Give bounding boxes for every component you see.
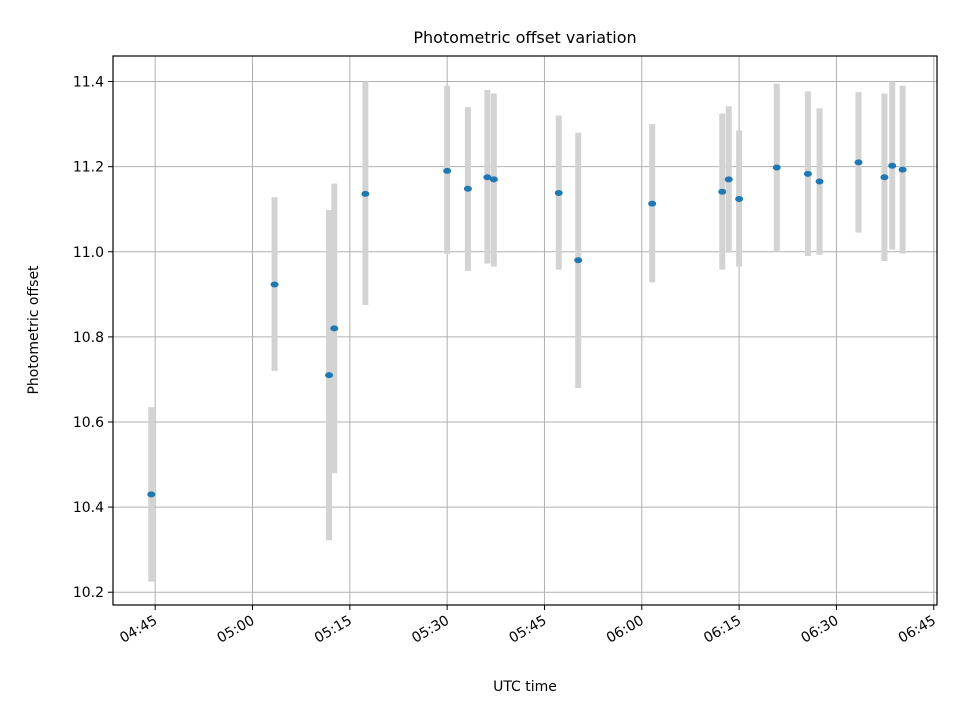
x-tick-label: 04:45 (117, 613, 160, 647)
data-point (330, 325, 339, 332)
y-tick-label: 11.4 (73, 75, 104, 91)
data-point (724, 176, 733, 183)
y-tick-label: 10.2 (73, 585, 104, 601)
x-tick-label: 05:45 (507, 613, 550, 647)
data-point (483, 174, 492, 181)
data-point (718, 188, 727, 195)
data-point (463, 185, 472, 192)
grid (113, 56, 937, 605)
data-point (854, 159, 863, 166)
x-axis-ticks: 04:45 05:00 05:15 05:30 05:45 06:00 06:15 06:30… (117, 605, 939, 647)
x-tick-label: 05:00 (215, 613, 258, 647)
data-point (554, 190, 563, 197)
y-tick-label: 11.2 (73, 160, 104, 176)
data-point (803, 170, 812, 177)
x-tick-label: 06:00 (604, 613, 647, 647)
data-point (325, 372, 334, 379)
data-point (880, 174, 889, 181)
data-point (489, 176, 498, 183)
x-tick-label: 05:30 (409, 613, 452, 647)
chart-title: Photometric offset variation (413, 28, 636, 47)
y-tick-label: 10.6 (73, 415, 104, 431)
data-point (648, 200, 657, 207)
y-axis-ticks: 10.2 10.4 10.6 10.8 11.0 11.2 11.4 (73, 75, 113, 601)
y-tick-label: 10.8 (73, 330, 104, 346)
plot-frame (112, 55, 938, 606)
x-tick-label: 06:15 (701, 613, 744, 647)
x-tick-label: 05:15 (312, 613, 355, 647)
data-point (772, 164, 781, 171)
y-tick-label: 10.4 (73, 500, 104, 516)
data-point (574, 257, 583, 264)
data-point (735, 195, 744, 202)
error-bars (148, 81, 906, 582)
x-axis-label: UTC time (493, 679, 557, 695)
data-point (815, 178, 824, 185)
y-axis-label: Photometric offset (26, 265, 42, 395)
x-tick-label: 06:45 (896, 613, 939, 647)
data-point (898, 166, 907, 173)
data-points (147, 159, 907, 498)
data-point (270, 281, 279, 288)
data-point (361, 190, 370, 197)
data-point (443, 167, 452, 174)
data-point (888, 162, 897, 169)
y-tick-label: 11.0 (73, 245, 104, 261)
x-tick-label: 06:30 (798, 613, 841, 647)
data-point (147, 491, 156, 498)
